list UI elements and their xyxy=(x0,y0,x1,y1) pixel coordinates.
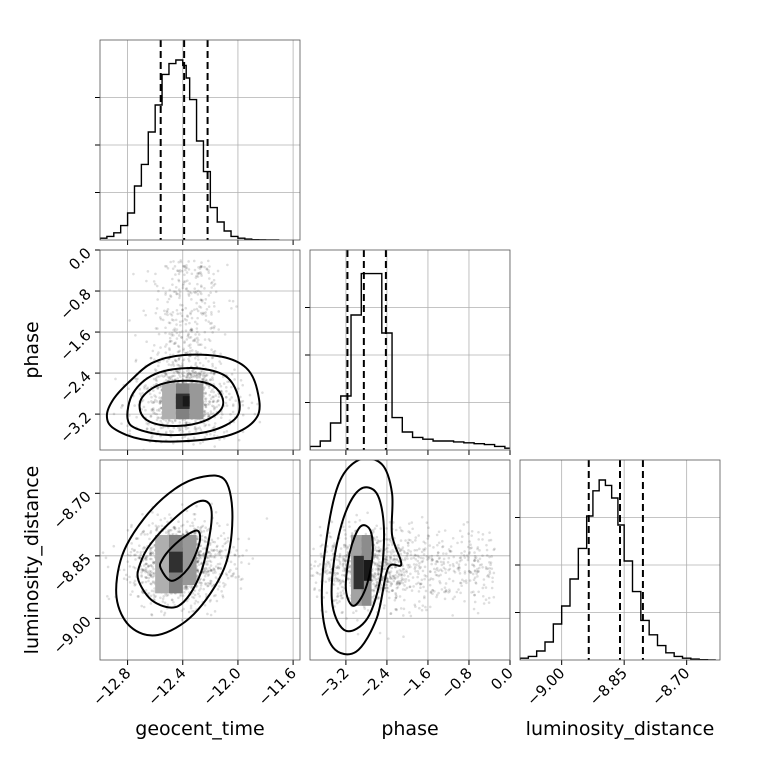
panel-geocent_time-phase: −3.2−2.4−1.6−0.8 0.0 xyxy=(56,244,301,455)
density-cell-2 xyxy=(189,383,204,420)
contour-level-1 xyxy=(126,366,241,437)
histogram-phase xyxy=(310,272,510,450)
xtick-label-0: −12.8 xyxy=(89,664,134,709)
panel-border xyxy=(99,249,301,451)
gridlines xyxy=(100,460,300,660)
density-cell-3 xyxy=(363,560,372,581)
scatter-points xyxy=(310,511,496,640)
density-cell-4 xyxy=(182,396,190,407)
ytick-label-0: −3.2 xyxy=(56,408,94,446)
xtick-label-1: −2.4 xyxy=(355,664,393,702)
xlabel-phase: phase xyxy=(381,718,438,740)
panel-phase-luminosity_distance: −3.2 −2.4 −1.6 −0.8 0.0 xyxy=(309,459,517,703)
xtick-label-4: 0.0 xyxy=(487,664,517,694)
panel-phase-phase xyxy=(305,249,511,455)
panel-geocent_time-geocent_time xyxy=(95,39,301,245)
ytick-label-3: −0.8 xyxy=(56,285,94,323)
panel-border xyxy=(99,39,301,241)
contour-level-1 xyxy=(136,499,213,609)
ytick-label-2: −1.6 xyxy=(56,326,94,364)
contour-level-0 xyxy=(344,524,374,607)
gridlines xyxy=(100,40,300,240)
ylabel-luminosity-distance: luminosity_distance xyxy=(21,466,43,655)
contour-level-2 xyxy=(105,353,261,443)
ytick-label-4: 0.0 xyxy=(65,244,95,274)
ytick-label-0: −9.00 xyxy=(50,612,95,657)
xlabel-geocent-time: geocent_time xyxy=(135,718,264,740)
xlabel-luminosity-distance: luminosity_distance xyxy=(526,718,715,740)
xtick-label-2: −1.6 xyxy=(396,664,434,702)
xtick-label-2: −12.0 xyxy=(200,664,245,709)
ytick-label-2: −8.70 xyxy=(50,487,95,532)
contour-level-2 xyxy=(320,460,403,656)
panel-border xyxy=(309,249,511,451)
ytick-label-1: −2.4 xyxy=(56,367,94,405)
ylabel-phase: phase xyxy=(21,321,43,378)
density-cell-3 xyxy=(168,551,183,573)
density-cell-0 xyxy=(155,535,169,594)
contour-level-0 xyxy=(158,529,202,582)
xtick-label-3: −11.6 xyxy=(255,664,300,709)
panel-border xyxy=(309,459,511,661)
xtick-label-0: −3.2 xyxy=(314,664,352,702)
gridlines xyxy=(310,250,510,450)
xtick-label-2: −8.70 xyxy=(648,664,693,709)
contour-level-1 xyxy=(330,486,386,633)
ytick-label-1: −8.85 xyxy=(50,550,95,595)
panel-border xyxy=(519,459,721,661)
histogram-geocent_time xyxy=(100,59,280,240)
xtick-label-1: −8.85 xyxy=(586,664,631,709)
contour-level-0 xyxy=(138,379,225,427)
density-cell-0 xyxy=(162,383,176,420)
xtick-label-1: −12.4 xyxy=(144,664,189,709)
density-cell-2 xyxy=(182,535,197,585)
density-cell-2 xyxy=(353,555,364,590)
gridlines xyxy=(310,460,510,660)
contour-level-2 xyxy=(115,474,234,637)
panel-border xyxy=(99,459,301,661)
panel-geocent_time-luminosity_distance: −9.00 −8.85 −8.70 −12.8 −12.4 −12.0 −11.6 xyxy=(50,459,301,709)
xtick-label-0: −9.00 xyxy=(523,664,568,709)
xtick-label-3: −0.8 xyxy=(437,664,475,702)
panel-luminosity_distance-luminosity_distance: −9.00 −8.85 −8.70 xyxy=(515,459,721,709)
histogram-luminosity_distance xyxy=(520,479,716,660)
